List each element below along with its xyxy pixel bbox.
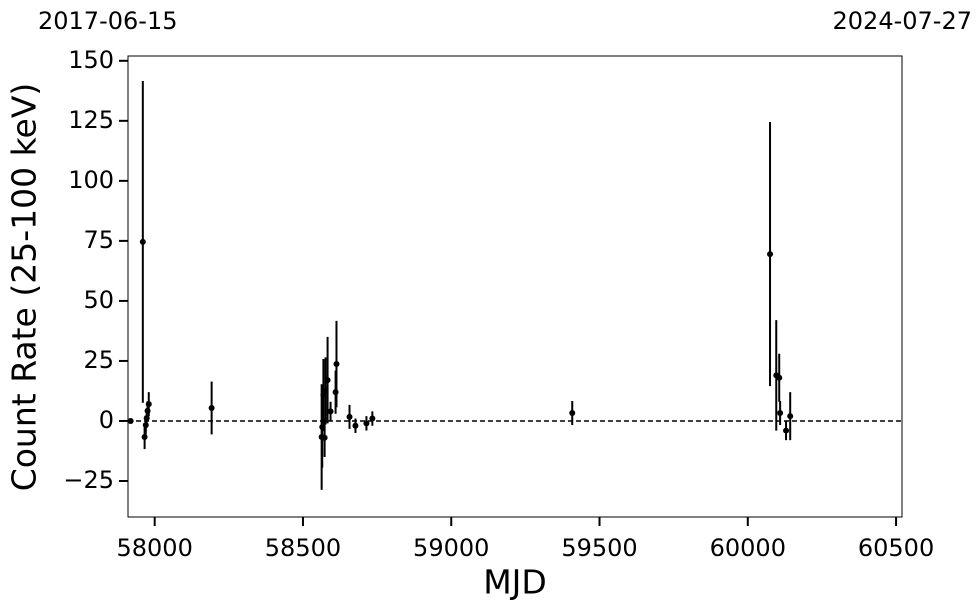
x-tick-label: 60000 xyxy=(710,534,786,562)
x-axis-label: MJD xyxy=(483,563,547,602)
y-tick-label: 75 xyxy=(83,226,114,254)
data-point xyxy=(324,377,331,384)
data-point xyxy=(776,374,783,381)
data-point xyxy=(569,410,576,417)
x-tick-label: 60500 xyxy=(858,534,934,562)
x-tick-label: 59500 xyxy=(561,534,637,562)
data-point xyxy=(127,417,134,424)
data-point xyxy=(767,251,774,258)
y-tick-label: 125 xyxy=(68,106,114,134)
data-point xyxy=(327,408,334,415)
data-point xyxy=(208,404,215,411)
y-tick-label: 50 xyxy=(83,286,114,314)
data-point xyxy=(321,434,328,441)
x-tick-label: 58000 xyxy=(117,534,193,562)
end-date: 2024-07-27 xyxy=(833,7,972,35)
data-point xyxy=(139,238,146,245)
start-date: 2017-06-15 xyxy=(38,7,177,35)
data-point xyxy=(363,420,370,427)
y-tick-label: 25 xyxy=(83,346,114,374)
data-point xyxy=(145,401,152,408)
data-point xyxy=(369,415,376,422)
x-tick-label: 58500 xyxy=(265,534,341,562)
data-point xyxy=(777,410,784,417)
data-point xyxy=(333,361,340,368)
data-point xyxy=(783,427,790,434)
data-point xyxy=(141,434,148,441)
data-point xyxy=(787,413,794,420)
x-tick-label: 59000 xyxy=(413,534,489,562)
y-tick-label: 150 xyxy=(68,46,114,74)
y-tick-label: 100 xyxy=(68,166,114,194)
y-tick-label: −25 xyxy=(63,466,114,494)
data-point xyxy=(352,422,359,429)
data-point xyxy=(346,413,353,420)
y-tick-label: 0 xyxy=(99,406,114,434)
y-axis-label: Count Rate (25-100 keV) xyxy=(5,83,44,492)
plot-frame xyxy=(127,55,903,518)
